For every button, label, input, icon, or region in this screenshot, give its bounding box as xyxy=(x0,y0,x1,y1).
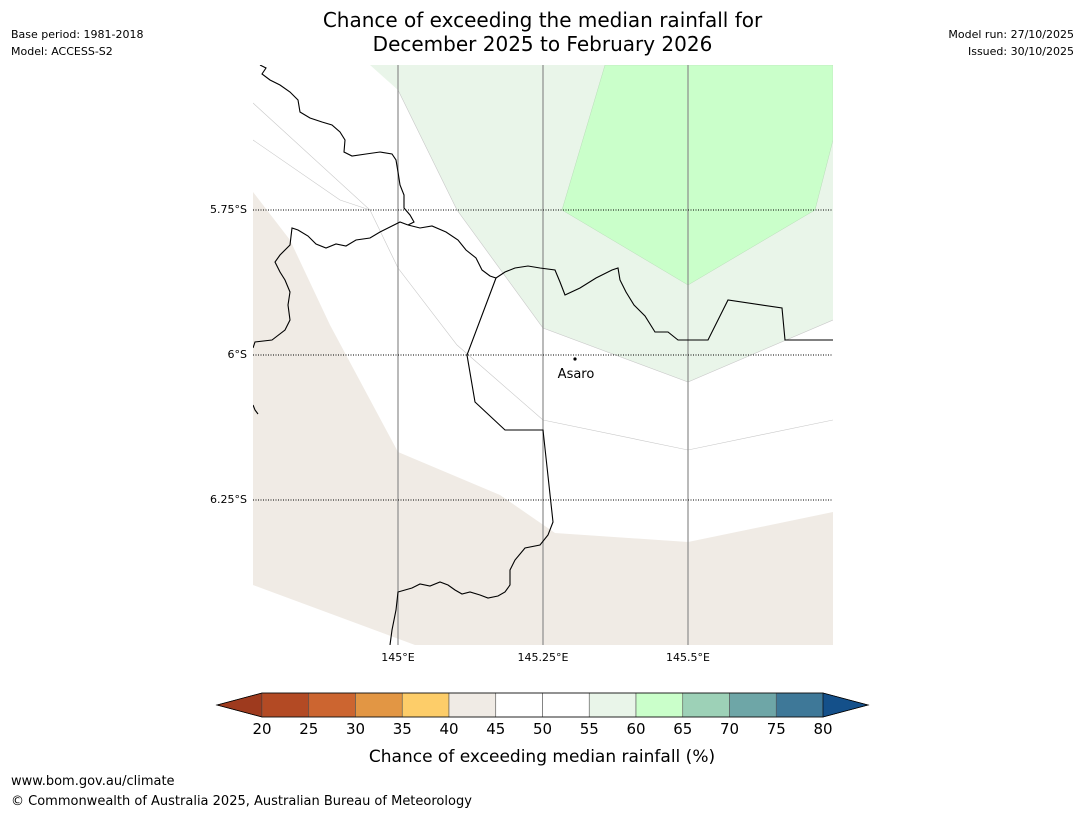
meta-left: Base period: 1981-2018 Model: ACCESS-S2 xyxy=(11,26,143,60)
lat-label-6s: 6°S xyxy=(228,348,247,361)
colorbar-segment xyxy=(261,692,310,718)
footer-url[interactable]: www.bom.gov.au/climate xyxy=(11,774,175,789)
colorbar-segment xyxy=(729,692,777,718)
colorbar-segment xyxy=(401,692,450,718)
asaro-label: Asaro xyxy=(558,367,595,382)
colorbar-tick-label: 40 xyxy=(439,720,458,738)
colorbar-tick-label: 20 xyxy=(252,720,271,738)
colorbar: 20 25 30 35 40 45 50 55 60 65 70 75 80 Chance of exc… xyxy=(215,692,870,767)
colorbar-tick-label: 50 xyxy=(533,720,552,738)
wet-medium-region xyxy=(561,65,833,286)
model-text: Model: ACCESS-S2 xyxy=(11,45,113,58)
lon-label-145e: 145°E xyxy=(381,651,414,664)
lat-label-5-75s: 5.75°S xyxy=(210,203,247,216)
colorbar-segment xyxy=(775,692,824,718)
boundary-central-ridge xyxy=(253,221,409,349)
rainfall-map: Asaro 5.75°S 6°S 6.25°S 145°E 145.25°E 1… xyxy=(210,65,833,664)
footer-copyright: © Commonwealth of Australia 2025, Austra… xyxy=(11,794,472,809)
colorbar-tick-label: 55 xyxy=(580,720,599,738)
lon-label-145-25e: 145.25°E xyxy=(518,651,569,664)
parallels xyxy=(253,209,833,501)
colorbar-tick-label: 25 xyxy=(299,720,318,738)
lat-label-6-25s: 6.25°S xyxy=(210,493,247,506)
colorbar-outline xyxy=(215,692,870,718)
base-period-text: Base period: 1981-2018 xyxy=(11,28,144,41)
boundary-east xyxy=(407,224,833,341)
colorbar-tick-label: 45 xyxy=(486,720,505,738)
province-boundaries xyxy=(253,65,833,645)
map-title: Chance of exceeding the median rainfall … xyxy=(0,8,1085,56)
asaro-marker xyxy=(573,357,577,361)
colorbar-tick-label: 70 xyxy=(720,720,739,738)
colorbar-tick-label: 80 xyxy=(813,720,832,738)
colorbar-arrow-high xyxy=(822,692,870,718)
colorbar-segment xyxy=(355,692,403,718)
colorbar-label: Chance of exceeding median rainfall (%) xyxy=(369,747,715,767)
issued-text: Issued: 30/10/2025 xyxy=(967,45,1074,58)
lon-label-145-5e: 145.5°E xyxy=(666,651,710,664)
title-line-2: December 2025 to February 2026 xyxy=(372,32,713,56)
colorbar-segment xyxy=(448,692,497,718)
colorbar-tick-label: 65 xyxy=(673,720,692,738)
colorbar-segment xyxy=(588,692,637,718)
colorbar-tick-label: 30 xyxy=(346,720,365,738)
dry-west-region xyxy=(253,192,398,452)
meta-right: Model run: 27/10/2025 Issued: 30/10/2025 xyxy=(948,26,1074,60)
colorbar-arrow-low xyxy=(215,692,263,718)
colorbar-segment xyxy=(308,692,356,718)
colorbar-segment xyxy=(635,692,684,718)
colorbar-ticks: 20 25 30 35 40 45 50 55 60 65 70 75 80 xyxy=(252,720,832,738)
colorbar-tick-label: 75 xyxy=(767,720,786,738)
boundary-north-west xyxy=(259,65,415,226)
colorbar-segments xyxy=(215,692,870,718)
boundary-south-central xyxy=(389,277,554,645)
colorbar-segment xyxy=(542,692,590,718)
colorbar-tick-label: 35 xyxy=(393,720,412,738)
colorbar-segment xyxy=(495,692,543,718)
colorbar-segment xyxy=(682,692,730,718)
title-line-1: Chance of exceeding the median rainfall … xyxy=(322,8,763,32)
colorbar-tick-label: 60 xyxy=(626,720,645,738)
model-run-text: Model run: 27/10/2025 xyxy=(948,28,1074,41)
boundary-west-fragment xyxy=(253,404,259,415)
